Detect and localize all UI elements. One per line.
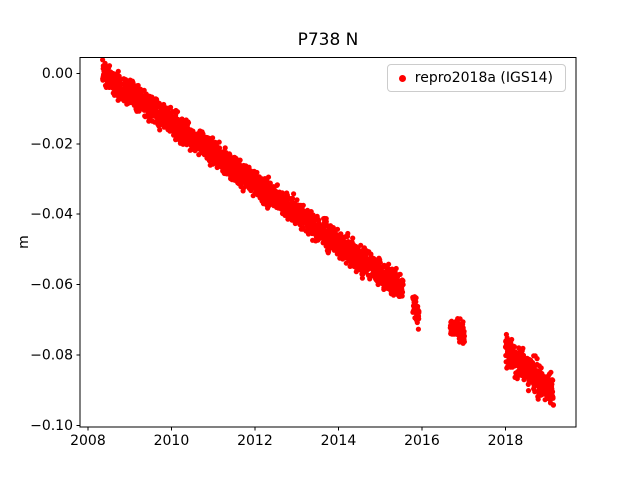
x-tick-label: 2014 <box>321 433 357 449</box>
x-tick-label: 2016 <box>404 433 440 449</box>
axes-frame <box>79 57 577 428</box>
x-tick-label: 2008 <box>70 433 106 449</box>
legend-label: repro2018a (IGS14) <box>414 70 553 86</box>
y-tick-label: −0.08 <box>30 348 73 364</box>
x-tick-label: 2012 <box>237 433 273 449</box>
y-tick-label: −0.06 <box>30 277 73 293</box>
scatter-series <box>100 57 557 408</box>
y-tick-label: −0.02 <box>30 136 73 152</box>
y-tick-label: 0.00 <box>42 66 73 82</box>
plot-title: P738 N <box>297 30 359 50</box>
x-tick-label: 2018 <box>488 433 524 449</box>
y-tick-label: −0.10 <box>30 418 73 434</box>
y-tick-label: −0.04 <box>30 207 73 223</box>
legend-marker-icon <box>398 74 406 82</box>
y-axis-label: m <box>16 235 32 249</box>
legend: repro2018a (IGS14) <box>386 64 566 92</box>
x-tick-label: 2010 <box>154 433 190 449</box>
